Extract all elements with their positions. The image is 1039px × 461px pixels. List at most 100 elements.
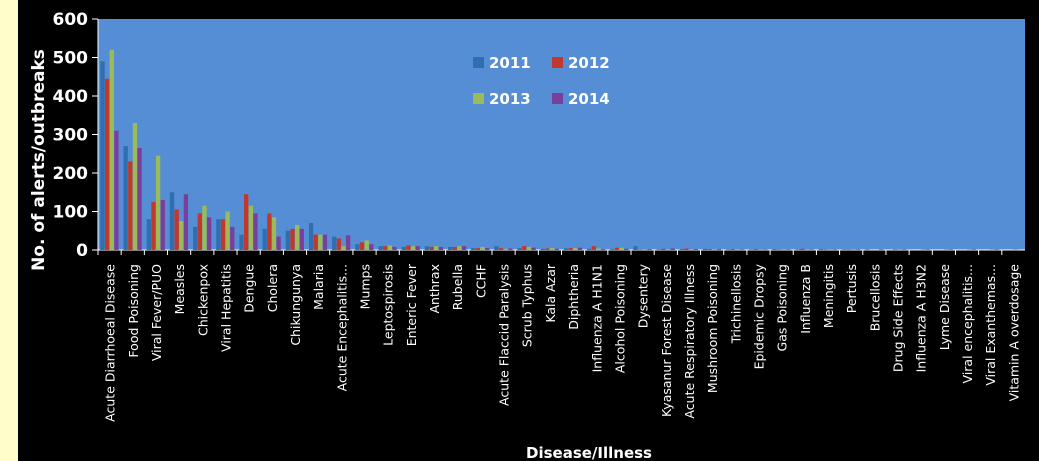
x-tick-label: Malaria [311, 264, 326, 310]
bar-2012 [498, 248, 504, 250]
bar-2013 [480, 246, 485, 250]
x-tick-label: Acute Flaccid Paralysis [497, 264, 512, 406]
bar-2011 [633, 246, 638, 250]
bar-2011 [772, 249, 777, 250]
x-tick-label: Leptospirosis [381, 264, 396, 346]
y-tick-label: 200 [53, 164, 89, 184]
legend-label: 2011 [489, 54, 531, 72]
bar-2013 [573, 248, 578, 250]
bar-2013 [248, 205, 253, 250]
x-tick-label: Viral encephalitis... [960, 264, 975, 383]
bar-2014 [183, 194, 189, 250]
bar-2011 [424, 246, 430, 250]
bar-2014 [345, 235, 351, 250]
bar-2013 [688, 249, 694, 250]
x-tick-label: Mushroom Poisoning [705, 264, 720, 393]
bar-2011 [401, 246, 406, 250]
bar-2011 [285, 230, 291, 250]
bar-2013 [503, 248, 508, 250]
bar-2012 [359, 242, 365, 250]
bar-2012 [244, 194, 249, 250]
bar-2014 [392, 246, 397, 250]
bar-2013 [202, 205, 207, 250]
bar-2014 [276, 236, 281, 250]
y-tick-label: 100 [53, 203, 89, 223]
bar-2014 [206, 217, 212, 250]
bar-2014 [716, 249, 722, 250]
x-tick-label: Meningitis [821, 264, 836, 328]
legend-label: 2012 [568, 54, 610, 72]
bar-2011 [146, 219, 152, 250]
bar-2012 [545, 248, 550, 250]
x-tick-label: Gas Poisoning [775, 264, 790, 351]
x-tick-label: Kala Azar [543, 263, 558, 323]
x-tick-label: Dysentery [636, 263, 651, 328]
x-tick-label: Brucellosis [867, 264, 882, 331]
bar-2012 [220, 219, 226, 250]
bar-2014 [415, 246, 420, 250]
bar-2011 [494, 246, 499, 250]
bar-2011 [308, 223, 314, 250]
bar-2014 [647, 249, 652, 250]
x-tick-label: Influenza A H3N2 [914, 264, 929, 372]
x-tick-label: Cholera [265, 264, 280, 312]
bar-2014 [114, 130, 119, 250]
bar-2011 [471, 248, 476, 250]
plot-area [98, 19, 1025, 250]
bar-2014 [577, 247, 583, 250]
legend-swatch [473, 93, 484, 104]
x-tick-label: Rubella [450, 264, 465, 310]
bars-group [100, 49, 1018, 251]
bar-2013 [549, 248, 555, 250]
bar-2012 [568, 248, 573, 250]
x-tick-label: Food Poisoning [126, 264, 141, 358]
x-tick-label: Kyasanur Forest Disease [659, 264, 674, 417]
x-tick-label: Chickenpox [195, 264, 210, 336]
bar-2013 [457, 246, 462, 250]
x-tick-label: CCHF [473, 264, 488, 298]
x-tick-label: Acute Diarrhoeal Disease [103, 264, 118, 422]
bar-2011 [123, 146, 128, 250]
bar-2013 [294, 224, 300, 250]
legend-swatch [473, 57, 484, 68]
x-tick-label: Viral Hepatitis [218, 264, 233, 352]
bar-2012 [104, 78, 110, 250]
bar-2012 [800, 248, 805, 250]
bar-2012 [313, 234, 318, 250]
bar-2012 [452, 246, 457, 250]
bar-2012 [730, 249, 736, 250]
bar-2011 [216, 219, 221, 250]
bar-2012 [753, 249, 759, 250]
bar-2011 [239, 234, 244, 250]
bar-2012 [151, 201, 156, 251]
x-tick-label: Enteric Fever [404, 263, 419, 346]
bar-2014 [485, 248, 490, 250]
x-tick-label: Trichinellosis [728, 264, 743, 344]
bar-2011 [447, 246, 453, 250]
x-tick-label: Anthrax [427, 264, 442, 314]
bar-2014 [438, 246, 444, 250]
x-tick-label: Scrub Typhus [520, 264, 535, 347]
x-tick-label: Pertusis [844, 264, 859, 313]
x-tick-label: Diphtheria [566, 264, 581, 330]
bar-2012 [174, 209, 179, 250]
bar-2011 [378, 246, 383, 250]
bar-2013 [758, 249, 763, 250]
bar-2013 [179, 221, 184, 251]
bar-2014 [253, 213, 258, 250]
bar-2011 [563, 248, 569, 250]
bar-2014 [600, 249, 606, 250]
legend: 2011 2012 2013 2014 [473, 54, 610, 108]
bar-2013 [410, 246, 416, 250]
bar-2012 [267, 213, 272, 250]
bar-2014 [554, 248, 559, 250]
x-tick-label: Influenza A H1N1 [589, 264, 604, 372]
bar-2011 [193, 226, 198, 250]
bar-2011 [100, 61, 105, 250]
bar-2012 [336, 238, 342, 250]
bar-2014 [693, 249, 698, 250]
left-margin-strip [0, 0, 18, 461]
bar-2013 [225, 211, 230, 250]
